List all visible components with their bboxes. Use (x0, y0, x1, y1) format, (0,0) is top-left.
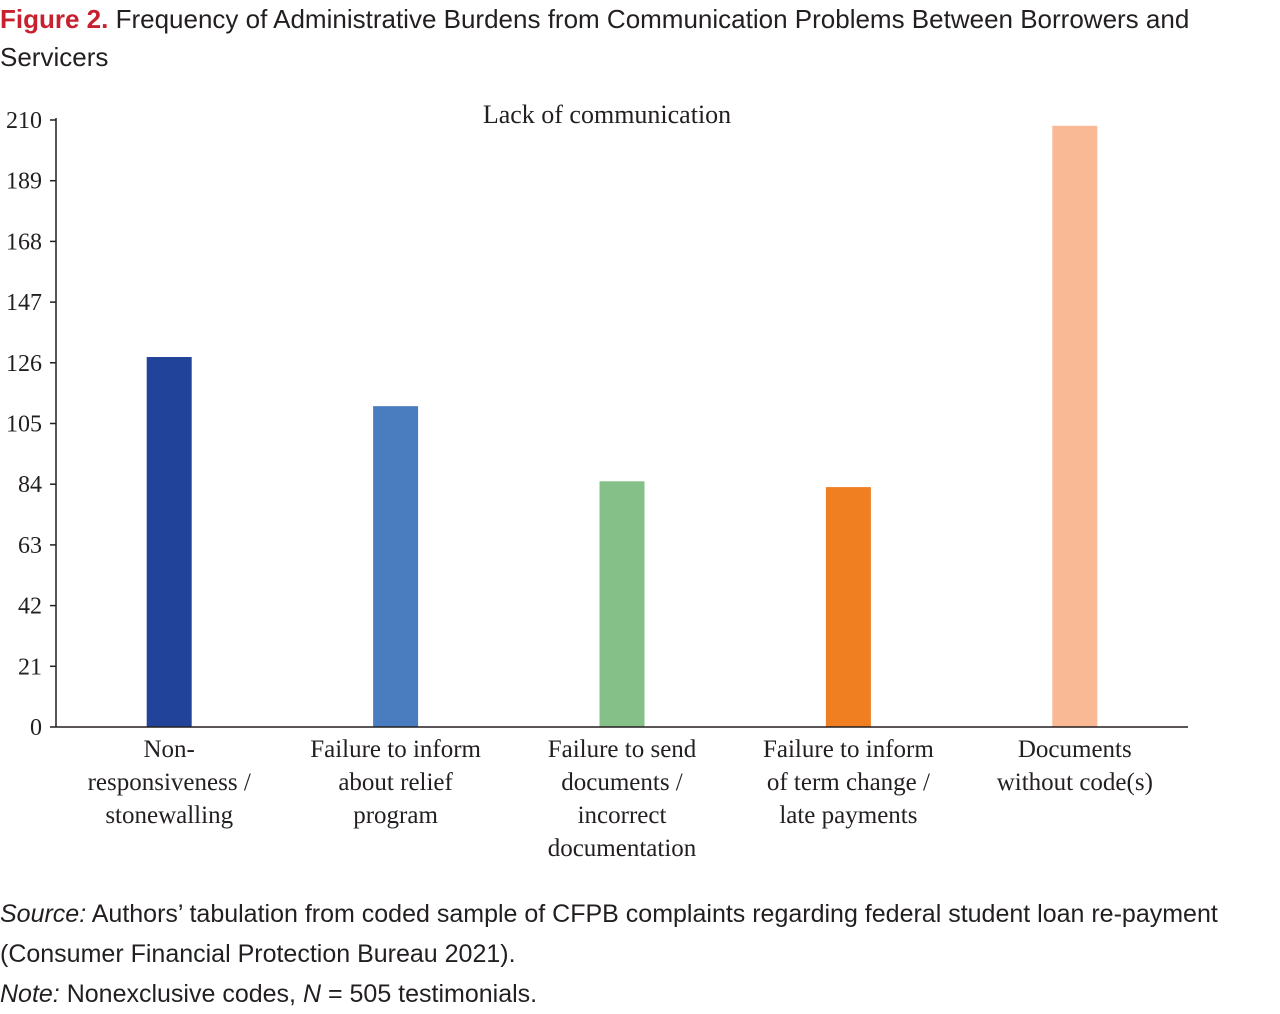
source-label: Source: (0, 900, 87, 928)
y-tick-label: 63 (18, 533, 42, 559)
x-tick-label-line: stonewalling (105, 802, 233, 829)
x-tick-label-line: of term change / (767, 769, 930, 796)
x-axis: Non-responsiveness / stonewalling Failure … (56, 726, 1188, 862)
x-tick-label-line: Failure to send (548, 736, 697, 763)
note-label: Note: (0, 980, 60, 1008)
bar (1052, 125, 1098, 728)
note-text-1: Nonexclusive codes, (59, 980, 303, 1008)
y-tick-label: 168 (6, 229, 42, 255)
x-tick-label: Documents without code(s) (997, 736, 1153, 796)
bar (146, 357, 192, 727)
x-tick-label-line: Failure to inform (763, 736, 934, 763)
figure-label: Figure 2. (0, 4, 109, 34)
x-tick-label: Non-responsiveness / stonewalling (88, 736, 251, 829)
y-tick-label: 189 (6, 169, 42, 195)
note-line: Note: Nonexclusive codes, N = 505 testim… (0, 974, 1280, 1014)
note-text-2: = 505 testimonials. (321, 980, 538, 1008)
x-tick-label-line: without code(s) (997, 769, 1153, 796)
chart-title: Lack of communication (483, 100, 731, 129)
y-tick-label: 0 (30, 715, 42, 741)
x-tick-label-line: Non- (144, 736, 195, 763)
y-tick-label: 126 (6, 351, 42, 377)
x-tick-label-line: Failure to inform (310, 736, 481, 763)
bar (825, 487, 871, 727)
x-tick-label-line: Documents (1018, 736, 1132, 763)
x-tick-label: Failure to send documents / incorrect docum… (548, 736, 697, 862)
x-tick-label-line: documents / (561, 769, 683, 796)
y-tick-label: 210 (6, 108, 42, 134)
x-tick-label-line: responsiveness / (88, 769, 251, 796)
y-tick-label: 42 (18, 594, 42, 620)
x-tick-label-line: late payments (779, 802, 917, 829)
x-tick-label: Failure to inform about relief program (310, 736, 481, 829)
bar-chart: Lack of communication 0 21 42 63 84 105 126 147… (6, 100, 1188, 862)
x-tick-label: Failure to inform of term change / late pa… (763, 736, 934, 829)
source-note: Source: Authors’ tabulation from coded s… (0, 894, 1280, 974)
x-tick-label-line: documentation (548, 835, 697, 862)
x-tick-label-line: incorrect (578, 802, 667, 829)
x-tick-label-line: about relief (338, 769, 453, 796)
figure-caption: Figure 2. Frequency of Administrative Bu… (0, 0, 1270, 76)
y-tick-label: 147 (6, 290, 42, 316)
bar (599, 481, 645, 727)
note-n: N (302, 980, 322, 1008)
y-tick-label: 21 (18, 654, 42, 680)
y-tick-label: 105 (6, 412, 42, 438)
bars (146, 125, 1098, 728)
x-tick-label-line: program (353, 802, 438, 829)
y-axis: 0 21 42 63 84 105 126 147 168 189 210 (6, 108, 57, 741)
source-text: Authors’ tabulation from coded sample of… (0, 900, 1218, 968)
y-tick-label: 84 (18, 472, 42, 498)
figure-caption-text: Frequency of Administrative Burdens from… (0, 4, 1190, 72)
bar (373, 406, 419, 727)
